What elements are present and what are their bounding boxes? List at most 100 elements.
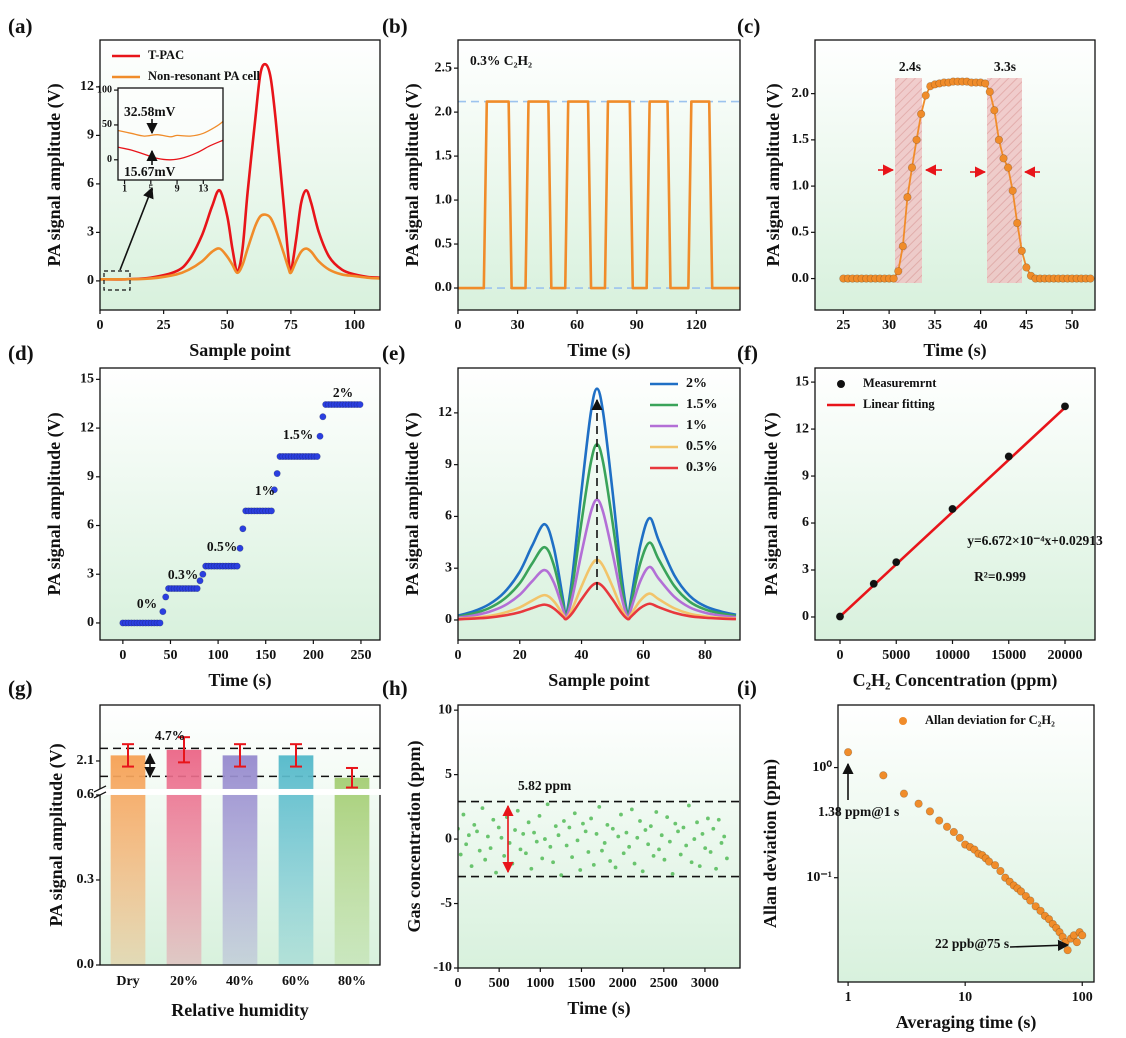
data-point [1008,186,1017,195]
x-tick-label: 1 [845,990,852,1005]
x-tick-label: 20000 [1047,648,1082,663]
data-point [903,193,912,202]
annotation: 1.5% [283,427,313,442]
data-point [621,851,626,856]
data-point [488,846,493,851]
data-point [1086,274,1095,283]
annotation: 4.7% [155,728,185,743]
panel-label: (g) [8,676,33,700]
y-axis-title: PA signal amplitude (V) [763,83,784,266]
plot-frame [457,367,741,641]
x-tick-label: 10 [958,990,972,1005]
data-point [159,608,167,616]
data-point [458,852,463,857]
data-point [651,853,656,858]
data-point [725,856,729,861]
data-point [162,593,170,601]
data-point [239,525,247,533]
break-mark [93,785,107,793]
data-point [659,833,664,838]
data-point [466,833,471,838]
data-point [981,79,990,88]
highlight-region [895,78,922,283]
plot-area [835,402,1070,621]
x-tick-label: 3000 [691,976,719,991]
data-point [925,807,935,816]
x-tick-label: 50 [220,318,234,333]
annotation: 0.3% [168,567,198,582]
data-point [475,829,479,834]
y-tick-label: 12 [80,420,94,435]
y-tick-label: 1.5 [792,132,810,147]
data-point [356,401,364,409]
y-tick-label: 3 [87,566,94,581]
x-tick-label: 200 [303,648,324,663]
data-point [594,832,599,836]
data-point [608,859,613,863]
plot-background [815,40,1095,310]
data-point [543,837,547,841]
series-line [458,498,737,620]
y-tick-label: 0.0 [792,271,810,286]
data-point [1013,218,1022,228]
data-point [686,803,691,808]
data-point [892,558,901,567]
data-point [624,830,629,835]
y-tick-label: 0 [445,831,452,846]
series-line [458,387,737,617]
y-axis-title: PA signal amplitude (V) [46,743,67,926]
annotation: R²=0.999 [974,569,1026,584]
series-line [100,62,380,281]
y-axis-title: PA signal amplitude (V) [402,412,423,595]
legend-label: 1.5% [686,397,718,412]
x-tick-label: 100 [344,318,365,333]
x-tick-label: 30 [882,318,896,333]
x-tick-label: 15000 [991,648,1026,663]
data-point [899,789,909,798]
data-point [843,748,853,757]
y-tick-label: 100 [97,84,112,95]
y-tick-label: 2.5 [435,60,453,75]
y-axis-title: Gas concentration (ppm) [404,741,425,933]
data-point [990,861,1000,870]
data-point [1003,163,1013,172]
x-tick-label: 20% [170,974,198,989]
inset-annotation: 15.67mV [124,164,176,179]
y-tick-label: 10⁰ [812,760,832,775]
bar [334,777,370,965]
data-point [654,810,659,814]
data-point [990,106,999,115]
data-point [469,864,474,869]
legend-swatch [837,380,845,388]
legend-label: T-PAC [148,48,184,62]
plot-frame [117,87,224,181]
x-tick-label: 500 [489,976,510,991]
data-point [494,870,498,875]
plot-background [100,368,380,640]
data-point [921,91,930,100]
x-axis-title: Time (s) [567,998,630,1019]
annotation: 2.4s [899,59,921,74]
x-axis-title: Time (s) [923,340,986,361]
x-tick-label: 60 [570,318,584,333]
data-point [496,825,501,830]
x-tick-label: 120 [686,318,707,333]
y-tick-label: 3 [802,562,809,577]
data-point [627,844,632,849]
plot-area [458,800,740,878]
data-point [586,850,591,854]
x-axis-title: Time (s) [208,670,271,691]
data-point [638,819,642,823]
y-tick-label: 12 [80,79,94,94]
data-point [483,857,488,862]
series-line [458,100,740,290]
data-point [985,87,994,96]
panel-label: (i) [737,676,757,700]
data-point [575,838,580,843]
data-point [692,837,697,841]
x-tick-label: 90 [630,318,644,333]
x-tick-label: 25 [157,318,171,333]
data-point [196,577,204,585]
data-point [681,825,686,830]
data-point [316,432,324,440]
